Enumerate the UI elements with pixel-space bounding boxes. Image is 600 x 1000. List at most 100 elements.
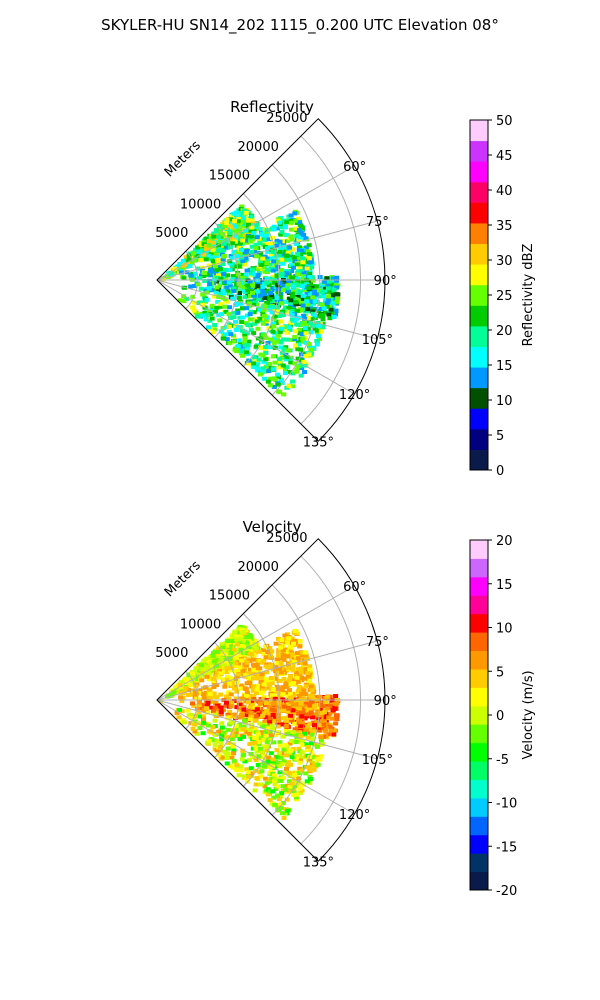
echo-cell xyxy=(204,664,210,669)
echo-cell xyxy=(222,677,228,682)
echo-cell xyxy=(195,282,201,287)
echo-cell xyxy=(236,773,242,778)
echo-cell xyxy=(202,271,208,275)
echo-cell xyxy=(263,655,269,660)
colorbar-segment xyxy=(470,834,488,854)
azimuth-tick-label: 75° xyxy=(366,635,389,650)
echo-cell xyxy=(224,649,230,653)
echo-cell xyxy=(294,256,300,261)
echo-cell xyxy=(288,360,294,365)
echo-cell xyxy=(258,782,264,787)
echo-cell xyxy=(263,733,269,738)
echo-cell xyxy=(282,633,288,638)
echo-cell xyxy=(210,725,216,729)
echo-cell xyxy=(234,681,240,685)
echo-cell xyxy=(254,673,260,678)
echo-cell xyxy=(238,647,244,652)
radar-echoes xyxy=(158,624,341,820)
echo-cell xyxy=(248,634,254,639)
echo-cell xyxy=(240,727,246,732)
echo-cell xyxy=(220,755,226,760)
echo-cell xyxy=(280,722,285,727)
echo-cell xyxy=(243,663,249,668)
colorbar-segment xyxy=(470,558,488,578)
echo-cell xyxy=(284,253,290,258)
echo-cell xyxy=(177,298,183,303)
echo-cell xyxy=(307,774,313,779)
echo-cell xyxy=(281,244,287,249)
echo-cell xyxy=(247,301,252,306)
echo-cell xyxy=(261,308,267,313)
echo-cell xyxy=(263,776,269,781)
echo-cell xyxy=(287,245,292,250)
echo-cell xyxy=(271,259,277,264)
echo-cell xyxy=(243,228,249,233)
echo-cell xyxy=(272,676,278,681)
echo-cell xyxy=(224,324,230,329)
azimuth-radial xyxy=(156,165,355,281)
echo-cell xyxy=(196,691,202,695)
echo-cell xyxy=(324,304,330,309)
echo-cell xyxy=(298,269,304,274)
echo-cell xyxy=(303,340,309,345)
echo-cell xyxy=(289,220,295,225)
echo-cell xyxy=(310,755,316,760)
echo-cell xyxy=(304,266,310,271)
echo-cell xyxy=(281,658,287,662)
echo-cell xyxy=(207,309,213,314)
echo-cell xyxy=(251,227,257,232)
echo-cell xyxy=(277,802,283,807)
echo-cell xyxy=(331,281,337,286)
echo-cell xyxy=(249,214,255,219)
echo-cell xyxy=(274,684,280,689)
echo-cell xyxy=(303,354,309,359)
echo-cell xyxy=(267,770,273,775)
echo-cell xyxy=(265,249,271,254)
echo-cell xyxy=(242,759,248,764)
echo-cell xyxy=(319,707,325,712)
azimuth-radial xyxy=(156,640,378,701)
echo-cell xyxy=(327,289,333,294)
echo-cell xyxy=(217,660,223,665)
echo-cell xyxy=(264,276,270,281)
echo-cell xyxy=(278,377,284,382)
echo-cell xyxy=(215,248,221,253)
colorbar-tick-label: 35 xyxy=(496,219,513,234)
echo-cell xyxy=(245,283,251,288)
echo-cell xyxy=(286,770,292,775)
echo-cell xyxy=(231,758,237,763)
echo-cell xyxy=(306,256,312,261)
range-tick-label: 10000 xyxy=(180,197,221,212)
echo-cell xyxy=(262,725,268,729)
echo-cell xyxy=(224,283,230,288)
echo-cell xyxy=(207,687,213,692)
echo-cell xyxy=(301,359,307,364)
echo-cell xyxy=(252,272,258,277)
echo-cell xyxy=(233,224,239,229)
echo-cell xyxy=(224,238,230,243)
colorbar-segment xyxy=(470,222,488,245)
echo-cell xyxy=(260,284,266,289)
echo-cell xyxy=(196,703,202,708)
echo-cell xyxy=(299,788,305,793)
echo-cell xyxy=(230,765,236,770)
echo-cell xyxy=(270,316,276,321)
echo-cell xyxy=(213,732,219,737)
echo-cell xyxy=(250,667,256,672)
echo-cell xyxy=(204,290,210,295)
echo-cell xyxy=(318,329,324,334)
echo-cell xyxy=(235,260,241,265)
echo-cell xyxy=(281,816,287,820)
echo-cell xyxy=(212,712,218,717)
echo-cell xyxy=(200,714,206,719)
echo-cell xyxy=(285,732,291,737)
echo-cell xyxy=(252,298,258,303)
echo-cell xyxy=(307,707,313,712)
echo-cell xyxy=(333,728,339,733)
echo-cell xyxy=(309,265,315,270)
echo-cell xyxy=(230,720,235,725)
echo-cell xyxy=(270,286,276,291)
echo-cell xyxy=(182,689,188,694)
echo-cell xyxy=(265,246,271,251)
echo-cell xyxy=(245,700,251,705)
